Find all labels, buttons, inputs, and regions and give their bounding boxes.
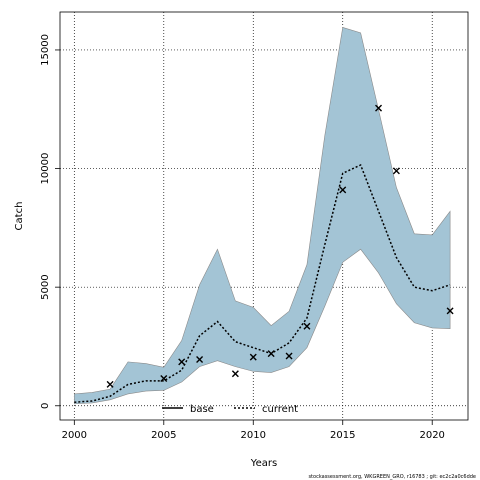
observed-point	[392, 167, 400, 175]
x-tick-label: 2000	[62, 430, 87, 441]
plot-frame	[59, 11, 469, 421]
legend-label-base: base	[190, 404, 214, 415]
observed-point	[446, 307, 454, 315]
x-tick-label: 2005	[151, 430, 176, 441]
observed-point	[339, 186, 347, 194]
y-axis: 0 5000 10000 15000	[40, 34, 60, 409]
observed-point	[303, 322, 311, 330]
x-axis: 2000 2005 2010 2015 2020	[62, 420, 445, 441]
x-tick-label: 2020	[419, 430, 444, 441]
observed-point	[160, 374, 168, 382]
observed-point	[375, 104, 383, 112]
y-tick-label: 10000	[40, 153, 51, 185]
y-tick-label: 5000	[40, 274, 51, 299]
observed-point	[196, 356, 204, 364]
x-tick-label: 2015	[330, 430, 355, 441]
observed-point	[267, 350, 275, 358]
y-tick-label: 0	[40, 403, 51, 409]
observed-point	[285, 352, 293, 360]
observed-point	[106, 380, 114, 388]
x-tick-label: 2010	[241, 430, 266, 441]
observed-point	[249, 353, 257, 361]
y-tick-label: 15000	[40, 34, 51, 66]
legend-label-current: current	[262, 404, 298, 415]
footer-caption: stockassessment.org, WKGREEN_GRO, r16783…	[308, 474, 476, 480]
legend: base current	[162, 404, 298, 415]
observed-point	[178, 358, 186, 366]
observed-point	[231, 370, 239, 378]
observed-points	[106, 104, 454, 388]
uncertainty-band	[74, 27, 451, 405]
y-axis-label: Catch	[14, 202, 25, 231]
x-axis-label: Years	[250, 458, 277, 469]
